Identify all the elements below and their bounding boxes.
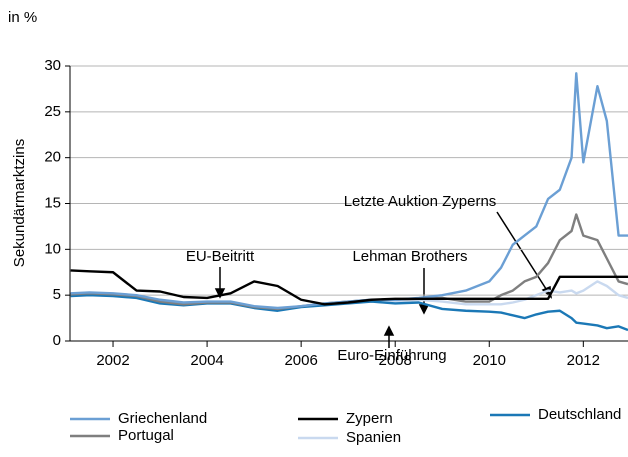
y-tick-label: 10 — [44, 240, 61, 257]
legend-label: Spanien — [346, 429, 401, 446]
x-tick-label: 2010 — [473, 352, 506, 369]
x-tick-label: 2012 — [567, 352, 600, 369]
y-tick-label: 25 — [44, 103, 61, 120]
series-line — [70, 269, 628, 306]
y-tick-label: 0 — [53, 332, 61, 349]
legend-label: Zypern — [346, 410, 393, 427]
annotation: Letzte Auktion Zyperns — [344, 193, 497, 210]
legend-label: Portugal — [118, 427, 174, 444]
unit-label: in % — [8, 9, 37, 26]
x-tick-label: 2004 — [190, 352, 223, 369]
y-axis-label: Sekundärmarktzins — [11, 139, 28, 267]
annotation: Euro-Einführung — [337, 347, 446, 364]
annotation: Lehman Brothers — [352, 248, 467, 265]
legend-label: Deutschland — [538, 406, 621, 423]
x-tick-label: 2002 — [96, 352, 129, 369]
y-tick-label: 20 — [44, 149, 61, 166]
legend-label: Griechenland — [118, 410, 207, 427]
y-tick-label: 30 — [44, 57, 61, 74]
annotation: EU-Beitritt — [186, 248, 255, 265]
x-tick-label: 2006 — [284, 352, 317, 369]
y-tick-label: 15 — [44, 194, 61, 211]
x-tick-label: 2008 — [379, 352, 412, 369]
annotation-arrows — [214, 211, 552, 348]
y-tick-label: 5 — [53, 286, 61, 303]
series-line — [70, 72, 628, 310]
